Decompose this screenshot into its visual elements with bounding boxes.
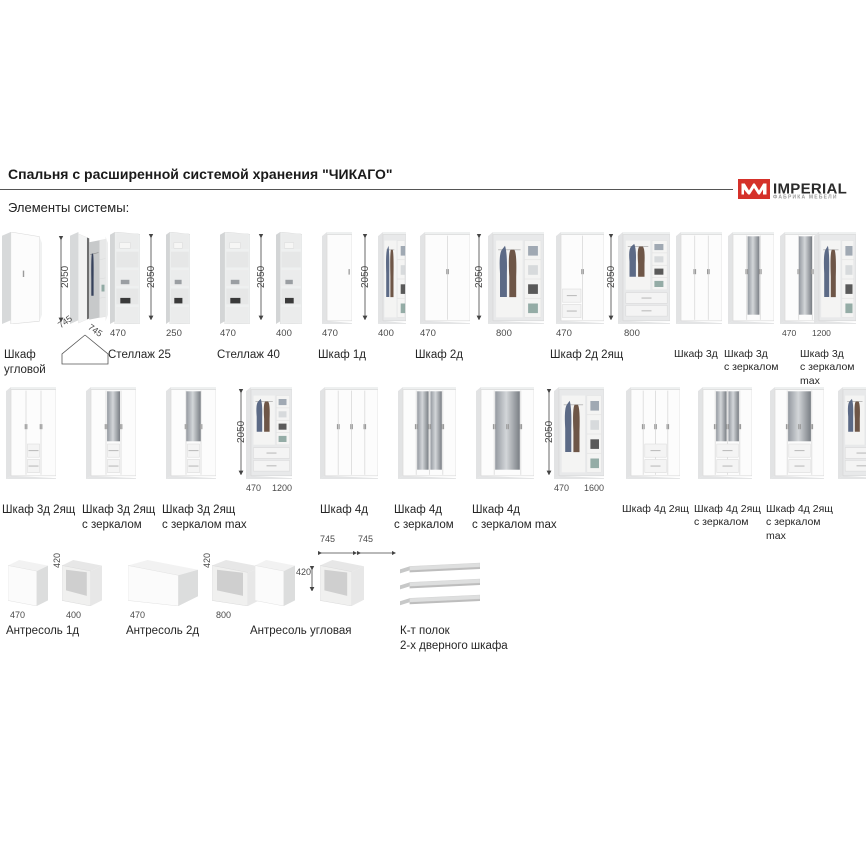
svg-text:ФАБРИКА МЕБЕЛИ: ФАБРИКА МЕБЕЛИ bbox=[773, 195, 838, 200]
